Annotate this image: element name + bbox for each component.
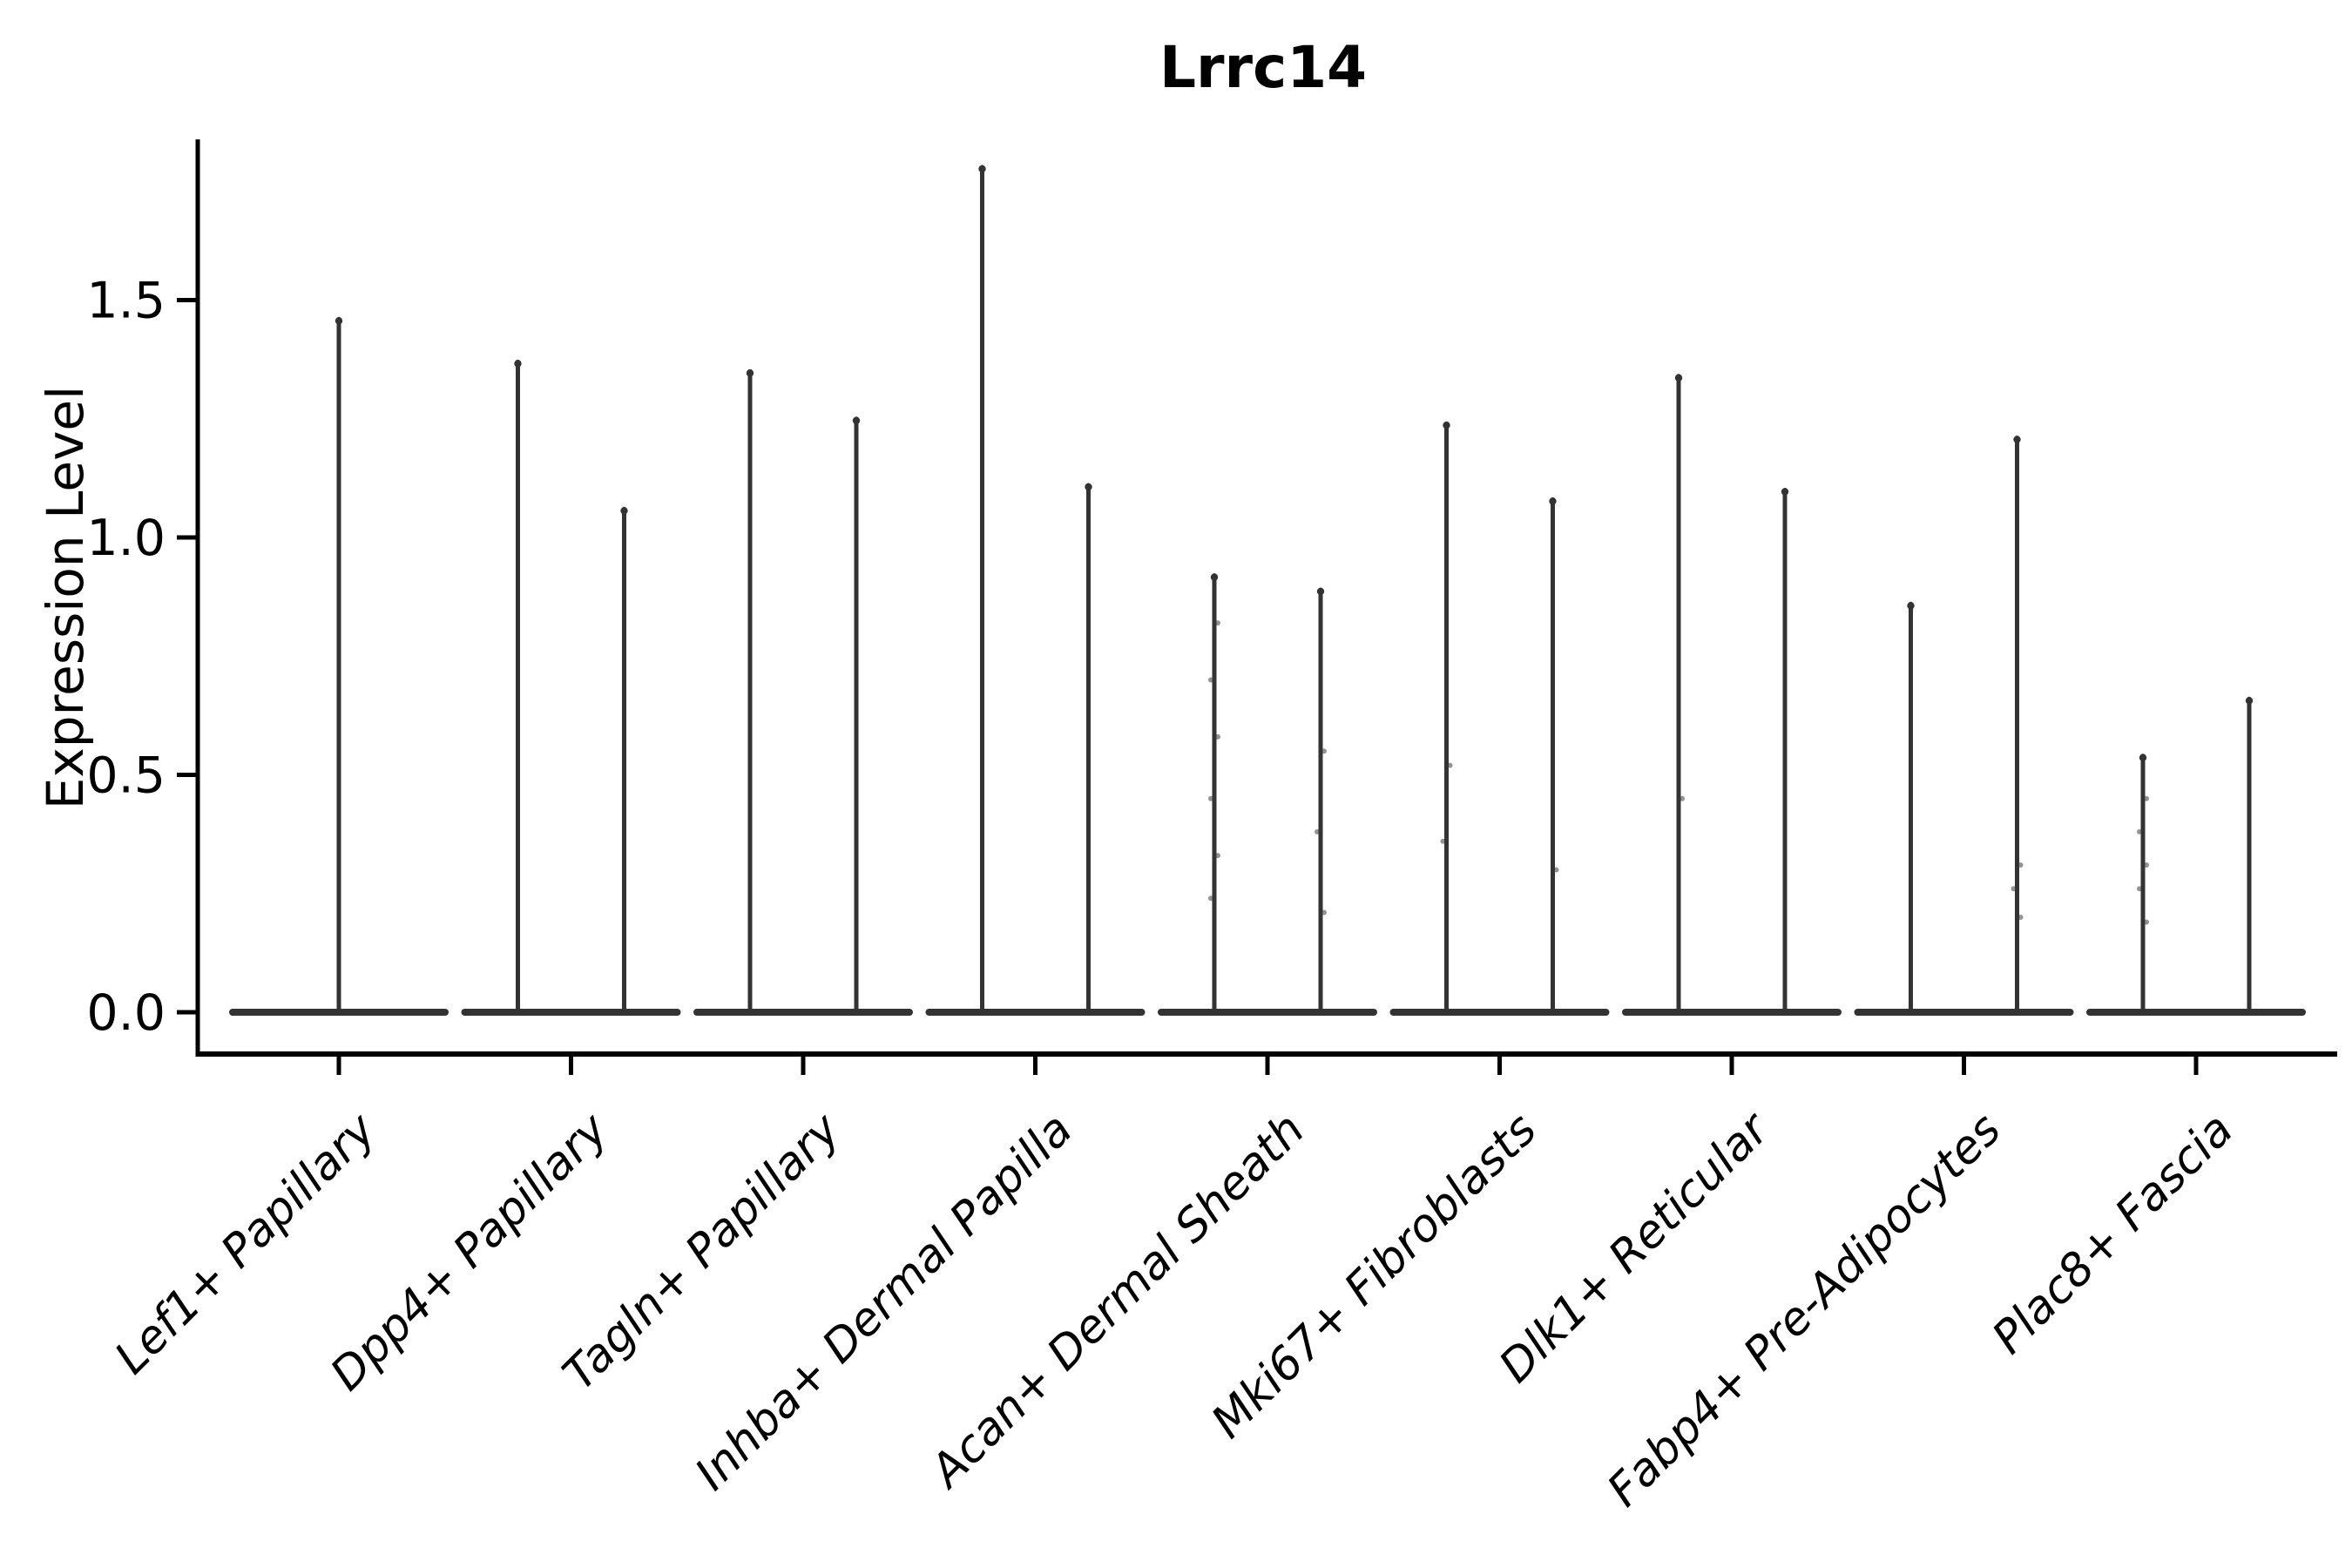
x-tick-label-3: Inhba+ Dermal Papilla — [686, 1104, 1083, 1501]
violin-spike-tip-4-1 — [1316, 587, 1325, 596]
violin-spike-tip-3-1 — [1085, 483, 1092, 491]
jitter-point-4-0-2 — [1215, 733, 1220, 740]
jitter-point-4-1-2 — [1321, 909, 1327, 916]
violin-category-7 — [1854, 436, 2074, 1016]
jitter-point-7-1-1 — [2011, 886, 2017, 892]
x-tick-label-8: Plac8+ Fascia — [1983, 1104, 2243, 1364]
jitter-point-4-0-4 — [1215, 853, 1220, 859]
violin-spike-tip-0-0 — [335, 317, 343, 325]
axes — [177, 139, 2337, 1075]
x-tick-label-7: Fabp4+ Pre-Adipocytes — [1598, 1104, 2011, 1517]
jitter-point-4-1-1 — [1315, 828, 1320, 835]
y-tick-label-2: 1.0 — [86, 510, 166, 567]
jitter-point-8-0-3 — [2137, 886, 2142, 892]
y-tick-label-0: 0.0 — [86, 984, 166, 1042]
jitter-point-4-1-0 — [1321, 748, 1327, 754]
violin-spike-tip-4-0 — [1210, 573, 1219, 581]
violin-category-4 — [1158, 573, 1377, 1016]
jitter-point-7-1-0 — [2017, 862, 2024, 868]
violin-category-0 — [229, 316, 449, 1016]
violin-category-1 — [461, 359, 681, 1016]
y-axis-label: Expression Level — [36, 386, 95, 809]
jitter-point-8-0-4 — [2144, 919, 2149, 925]
violin-spike-tip-3-0 — [978, 165, 986, 173]
violins — [229, 165, 2306, 1016]
violin-spike-tip-8-0 — [2139, 754, 2147, 761]
violin-spike-tip-2-0 — [746, 369, 754, 377]
violin-category-6 — [1622, 374, 1842, 1016]
jitter-point-4-0-0 — [1215, 620, 1220, 626]
jitter-point-8-0-0 — [2144, 795, 2149, 801]
violin-category-5 — [1389, 421, 1610, 1016]
violin-spike-tip-8-1 — [2245, 697, 2254, 705]
violin-spike-tip-5-0 — [1443, 422, 1450, 429]
y-tick-label-1: 0.5 — [86, 747, 166, 805]
violin-spike-tip-5-1 — [1549, 497, 1557, 505]
violin-category-2 — [693, 368, 913, 1016]
violin-category-8 — [2086, 696, 2306, 1016]
jitter-point-5-0-1 — [1440, 838, 1446, 844]
jitter-point-8-0-2 — [2144, 862, 2149, 868]
violin-spike-tip-6-1 — [1781, 488, 1789, 496]
jitter-point-5-0-0 — [1447, 762, 1453, 768]
jitter-point-4-0-3 — [1208, 795, 1213, 801]
violin-spike-tip-2-1 — [852, 416, 861, 424]
x-tick-label-4: Acan+ Dermal Sheath — [919, 1104, 1315, 1499]
jitter-point-4-0-5 — [1208, 896, 1213, 902]
violin-category-3 — [925, 165, 1146, 1016]
jitter-point-8-0-1 — [2137, 828, 2142, 835]
violin-spike-tip-6-0 — [1674, 374, 1683, 382]
violin-spike-tip-1-1 — [620, 507, 628, 515]
violin-spike-tip-7-1 — [2013, 436, 2021, 443]
violin-spike-tip-7-0 — [1907, 602, 1915, 610]
jitter-point-6-0-0 — [1680, 795, 1685, 801]
jitter-point-4-0-1 — [1208, 677, 1213, 683]
y-tick-label-3: 1.5 — [86, 273, 166, 330]
violin-spike-tip-1-0 — [514, 360, 522, 368]
y-tick-labels: 0.0 0.5 1.0 1.5 — [86, 273, 166, 1043]
plot-title: Lrrc14 — [1159, 34, 1367, 101]
jitter-point-7-1-2 — [2017, 915, 2024, 920]
jitter-point-5-1-0 — [1553, 867, 1559, 873]
